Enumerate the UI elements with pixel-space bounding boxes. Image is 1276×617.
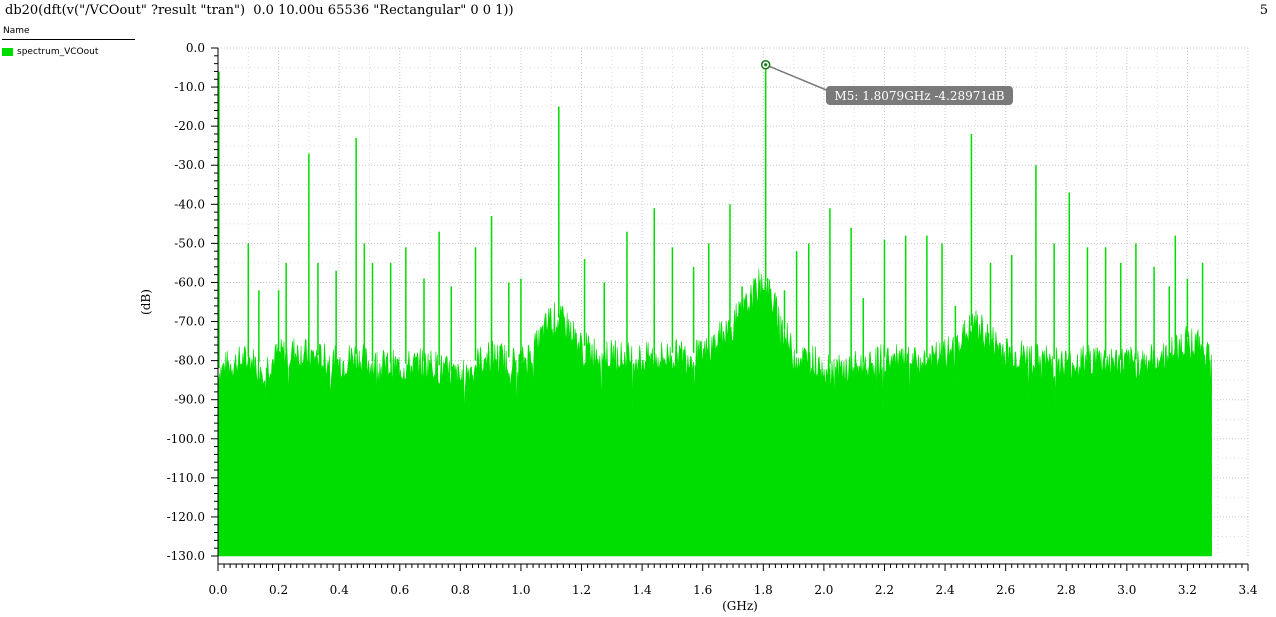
y-tick-label: -110.0 [167,471,205,485]
x-tick-label: 0.2 [269,583,288,597]
x-tick-label: 3.4 [1238,583,1257,597]
x-axis-label: (GHz) [722,599,758,613]
legend-panel: Name spectrum_VCOout [2,26,135,57]
y-axis-ticks: 0.0 -10.0 -20.0 -30.0 -40.0 -50.0 -60.0 -70.0 -8… [167,41,218,563]
y-tick-label: -120.0 [167,510,205,524]
page-number: 5 [1259,3,1268,18]
x-tick-label: 1.6 [693,583,712,597]
x-tick-label: 2.4 [936,583,955,597]
expression-title: db20(dft(v("/VCOout" ?result "tran") 0.0… [5,3,514,18]
y-tick-label: 0.0 [186,41,205,55]
y-tick-label: -90.0 [174,393,205,407]
marker-m5[interactable]: M5: 1.8079GHz -4.28971dB [760,60,1013,105]
x-tick-label: 0.8 [451,583,470,597]
x-tick-label: 1.0 [511,583,530,597]
legend-item-spectrum[interactable]: spectrum_VCOout [2,47,135,57]
y-tick-label: -50.0 [174,236,205,250]
legend-header: Name [2,26,135,40]
x-tick-label: 0.4 [330,583,349,597]
y-tick-label: -70.0 [174,315,205,329]
spectrum-floor [217,268,1212,557]
y-tick-label: -30.0 [174,158,205,172]
y-tick-label: -130.0 [167,549,205,563]
x-tick-label: 3.2 [1178,583,1197,597]
x-tick-label: 0.6 [390,583,409,597]
legend-item-label: spectrum_VCOout [17,47,99,57]
y-tick-label: -10.0 [174,80,205,94]
marker-leader-line [765,64,837,95]
y-tick-label: -20.0 [174,119,205,133]
x-axis-ticks: 0.0 0.2 0.4 0.6 0.8 1.0 1.2 1.4 1.6 1.8 2.0 2.2 2.4 2… [208,564,1258,597]
legend-swatch [2,48,13,56]
x-tick-label: 3.0 [1117,583,1136,597]
x-tick-label: 0.0 [208,583,227,597]
y-axis-label: (dB) [139,289,153,315]
y-tick-label: -80.0 [174,354,205,368]
y-tick-label: -100.0 [167,432,205,446]
x-tick-label: 2.6 [996,583,1015,597]
x-tick-label: 2.2 [875,583,894,597]
spectrum-trace [217,64,1212,557]
x-tick-label: 2.0 [814,583,833,597]
x-tick-label: 2.8 [1057,583,1076,597]
x-tick-label: 1.2 [572,583,591,597]
marker-point-dot [764,63,768,67]
x-tick-label: 1.8 [754,583,773,597]
y-tick-label: -40.0 [174,197,205,211]
marker-label: M5: 1.8079GHz -4.28971dB [834,89,1004,103]
marker-label-box [826,86,1013,105]
x-tick-label: 1.4 [633,583,652,597]
y-tick-label: -60.0 [174,275,205,289]
